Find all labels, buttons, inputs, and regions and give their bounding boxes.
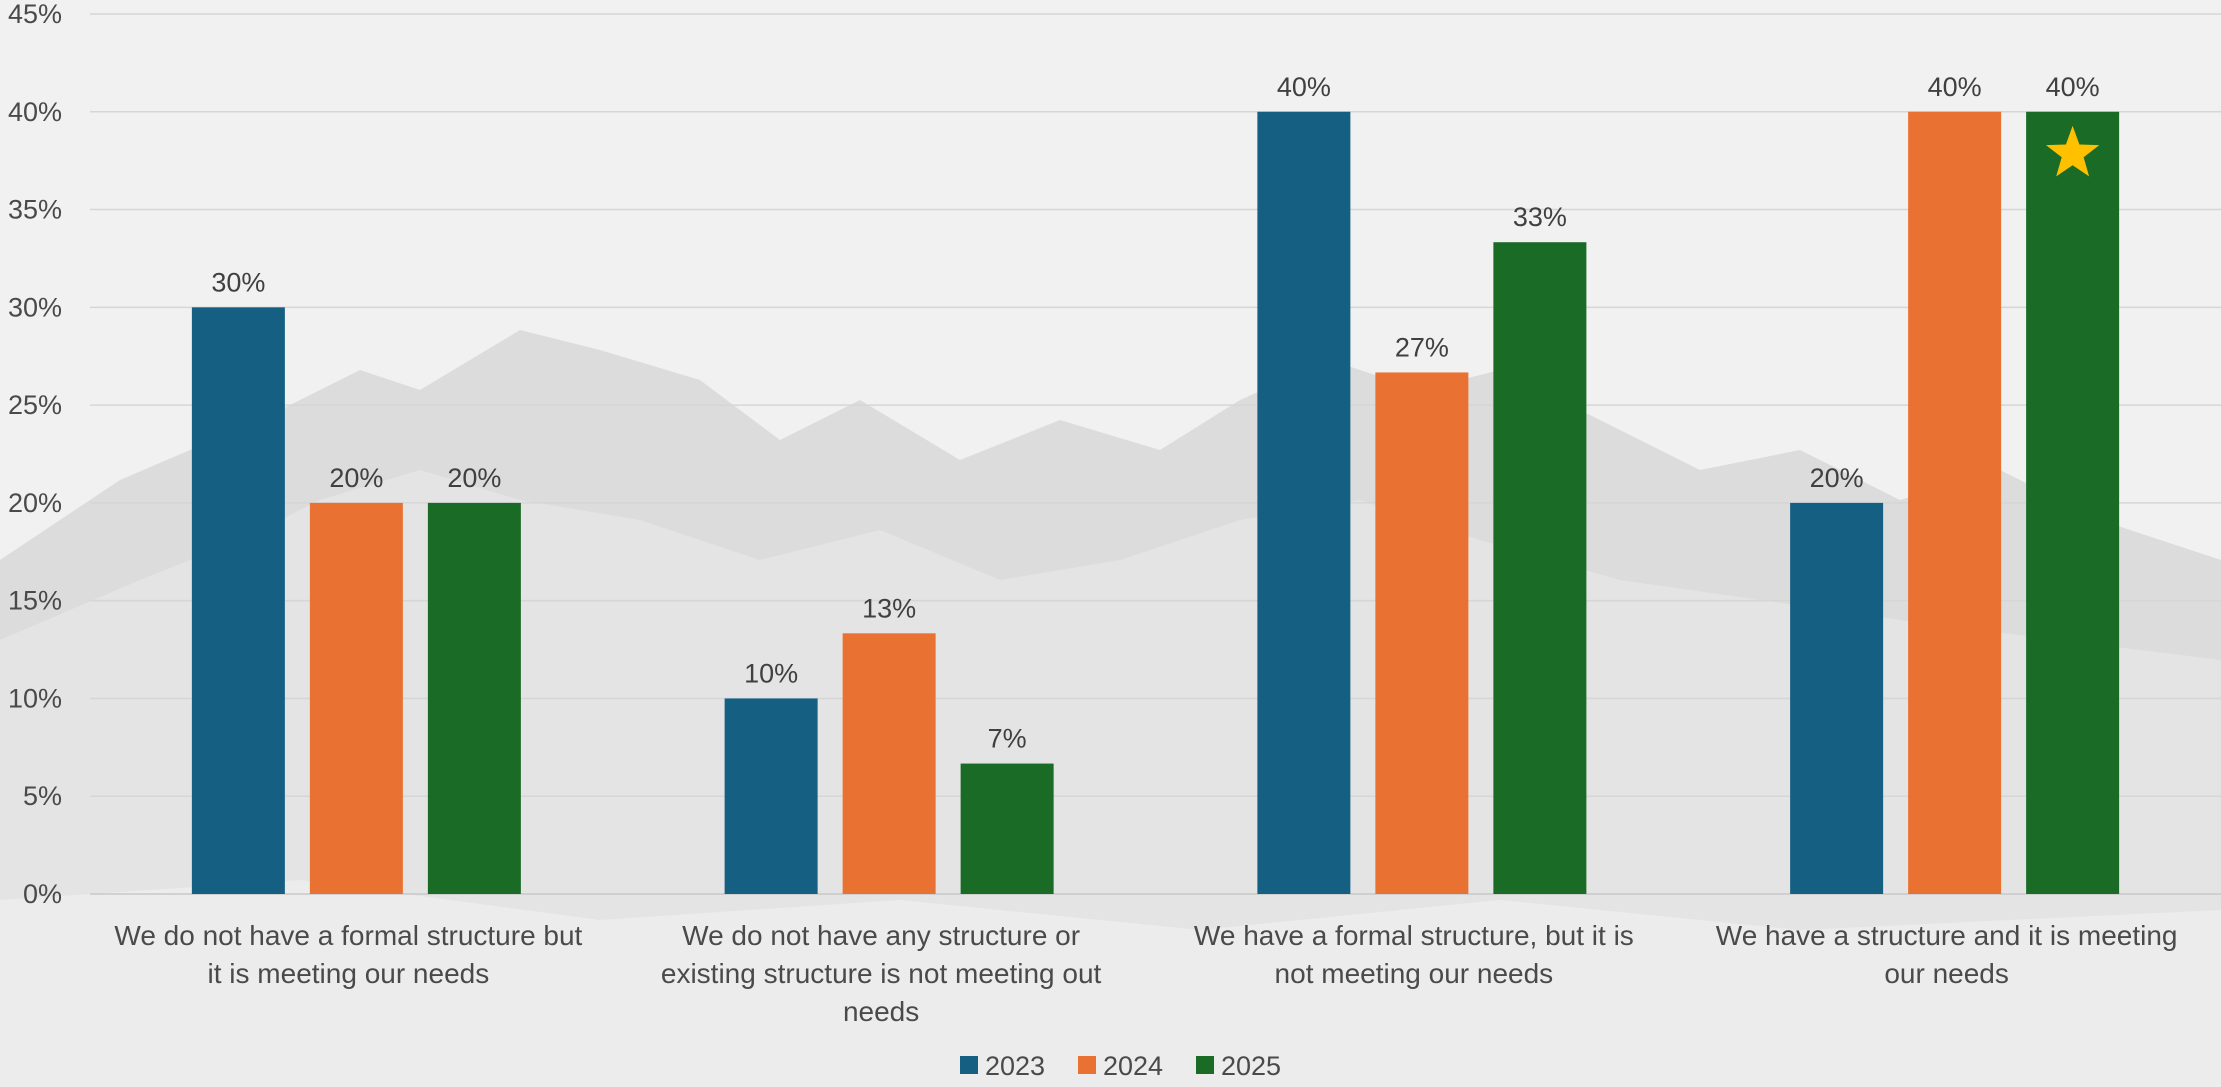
bar-2023-4 — [1790, 502, 1884, 894]
legend: 2023 2024 2025 — [960, 1051, 1281, 1081]
category-label: We have a structure and it is meeting — [1716, 920, 2178, 951]
data-label: 20% — [1810, 463, 1864, 493]
bar-2025-1 — [427, 502, 521, 894]
y-tick-label: 25% — [8, 390, 62, 420]
annotations — [2046, 125, 2100, 177]
bar-2024-4 — [1908, 111, 2002, 895]
y-tick-label: 45% — [8, 0, 62, 29]
star-icon — [2046, 125, 2100, 177]
category-label: not meeting our needs — [1275, 958, 1554, 989]
bar-2024-3 — [1375, 372, 1469, 894]
legend-label: 2023 — [985, 1051, 1045, 1081]
y-tick-label: 35% — [8, 195, 62, 225]
category-label: We do not have a formal structure but — [114, 920, 582, 951]
category-label: We do not have any structure or — [682, 920, 1080, 951]
data-label: 30% — [211, 267, 265, 297]
bar-2024-1 — [309, 502, 403, 894]
bar-2023-1 — [191, 307, 285, 894]
y-tick-label: 40% — [8, 97, 62, 127]
category-label: our needs — [1884, 958, 2009, 989]
data-label: 20% — [329, 463, 383, 493]
y-tick-label: 5% — [23, 781, 62, 811]
bar-2024-2 — [842, 633, 936, 894]
data-labels: 30% 20% 20% 10% 13% 7% 40% 27% 33% 20% 40% 40% — [211, 72, 2099, 754]
category-label: We have a formal structure, but it is — [1194, 920, 1634, 951]
data-label: 10% — [744, 658, 798, 688]
data-label: 40% — [2046, 72, 2100, 102]
bars — [191, 111, 2120, 895]
category-labels: We do not have a formal structure but it … — [114, 920, 2177, 1027]
legend-label: 2025 — [1221, 1051, 1281, 1081]
bar-2025-2 — [960, 763, 1054, 894]
y-tick-label: 20% — [8, 488, 62, 518]
data-label: 7% — [988, 724, 1027, 754]
bar-2023-2 — [724, 698, 818, 894]
y-tick-label: 15% — [8, 586, 62, 616]
category-label: existing structure is not meeting out — [661, 958, 1102, 989]
data-label: 40% — [1277, 72, 1331, 102]
legend-swatch — [960, 1056, 978, 1074]
bar-2025-3 — [1493, 242, 1587, 895]
legend-swatch — [1078, 1056, 1096, 1074]
data-label: 33% — [1513, 202, 1567, 232]
data-label: 40% — [1928, 72, 1982, 102]
y-tick-label: 10% — [8, 683, 62, 713]
bar-2023-3 — [1257, 111, 1351, 895]
background-mountain-image — [0, 330, 2221, 1087]
y-tick-label: 0% — [23, 879, 62, 909]
category-label: needs — [843, 996, 919, 1027]
y-tick-label: 30% — [8, 292, 62, 322]
data-label: 13% — [862, 593, 916, 623]
data-label: 20% — [447, 463, 501, 493]
bar-2025-4 — [2026, 111, 2120, 895]
data-label: 27% — [1395, 332, 1449, 362]
y-axis-ticks: 0% 5% 10% 15% 20% 25% 30% 35% 40% 45% — [8, 0, 62, 909]
category-label: it is meeting our needs — [208, 958, 490, 989]
legend-label: 2024 — [1103, 1051, 1163, 1081]
legend-swatch — [1196, 1056, 1214, 1074]
